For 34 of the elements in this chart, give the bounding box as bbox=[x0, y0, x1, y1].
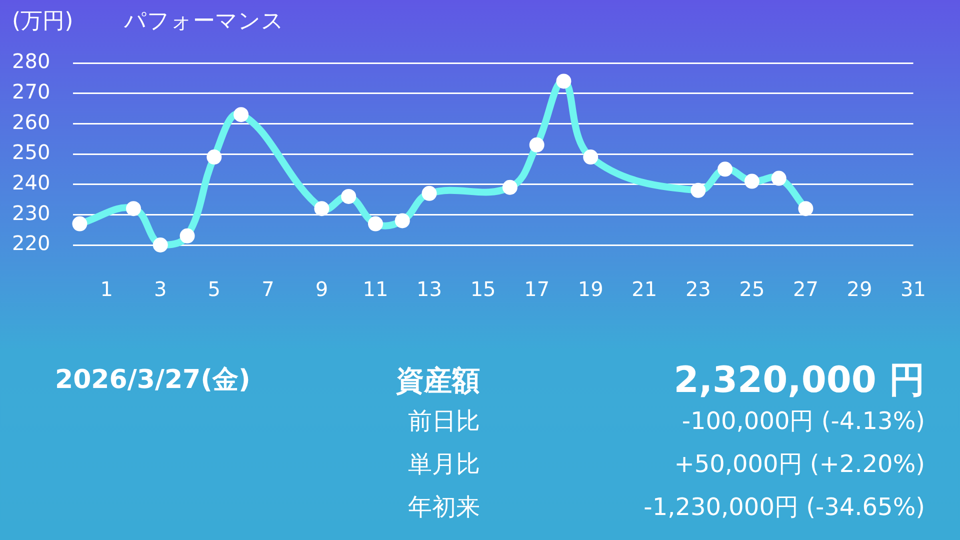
x-tick-label: 23 bbox=[685, 277, 711, 302]
x-tick-label: 3 bbox=[154, 277, 167, 302]
text: 年初来 bbox=[408, 492, 480, 523]
x-tick-label: 7 bbox=[262, 277, 274, 302]
x-tick-label: 19 bbox=[578, 277, 604, 302]
text: 2,320,000 円 bbox=[674, 359, 925, 403]
x-tick-label: 13 bbox=[416, 277, 442, 302]
y-tick-label: 250 bbox=[12, 140, 50, 164]
text: -1,230,000円 (-34.65%) bbox=[644, 492, 925, 523]
text: -100,000円 (-4.13%) bbox=[682, 406, 925, 437]
y-tick-label: 220 bbox=[12, 231, 50, 256]
text: 資産額 bbox=[396, 363, 480, 399]
x-tick-label: 5 bbox=[208, 277, 221, 302]
x-tick-label: 9 bbox=[315, 277, 328, 302]
text: +50,000円 (+2.20%) bbox=[674, 449, 925, 480]
x-tick-label: 17 bbox=[524, 277, 550, 302]
y-tick-label: 280 bbox=[12, 49, 50, 74]
x-tick-label: 15 bbox=[470, 277, 496, 302]
text: 2026/3/27(金) bbox=[55, 364, 250, 397]
chart-title: パフォーマンス bbox=[124, 8, 284, 36]
x-tick-label: 21 bbox=[632, 277, 658, 302]
text: 前日比 bbox=[408, 406, 480, 437]
y-axis-title: (万円) bbox=[12, 8, 74, 36]
x-tick-label: 27 bbox=[792, 277, 818, 302]
y-tick-label: 260 bbox=[12, 110, 50, 134]
x-tick-label: 11 bbox=[362, 277, 388, 302]
x-tick-label: 25 bbox=[739, 277, 765, 302]
x-tick-label: 29 bbox=[846, 277, 872, 302]
x-tick-label: 1 bbox=[100, 277, 113, 302]
text: 単月比 bbox=[408, 449, 480, 480]
y-tick-label: 240 bbox=[12, 170, 50, 195]
y-tick-label: 230 bbox=[12, 200, 50, 225]
x-tick-label: 31 bbox=[900, 277, 926, 302]
y-tick-label: 270 bbox=[12, 80, 50, 104]
